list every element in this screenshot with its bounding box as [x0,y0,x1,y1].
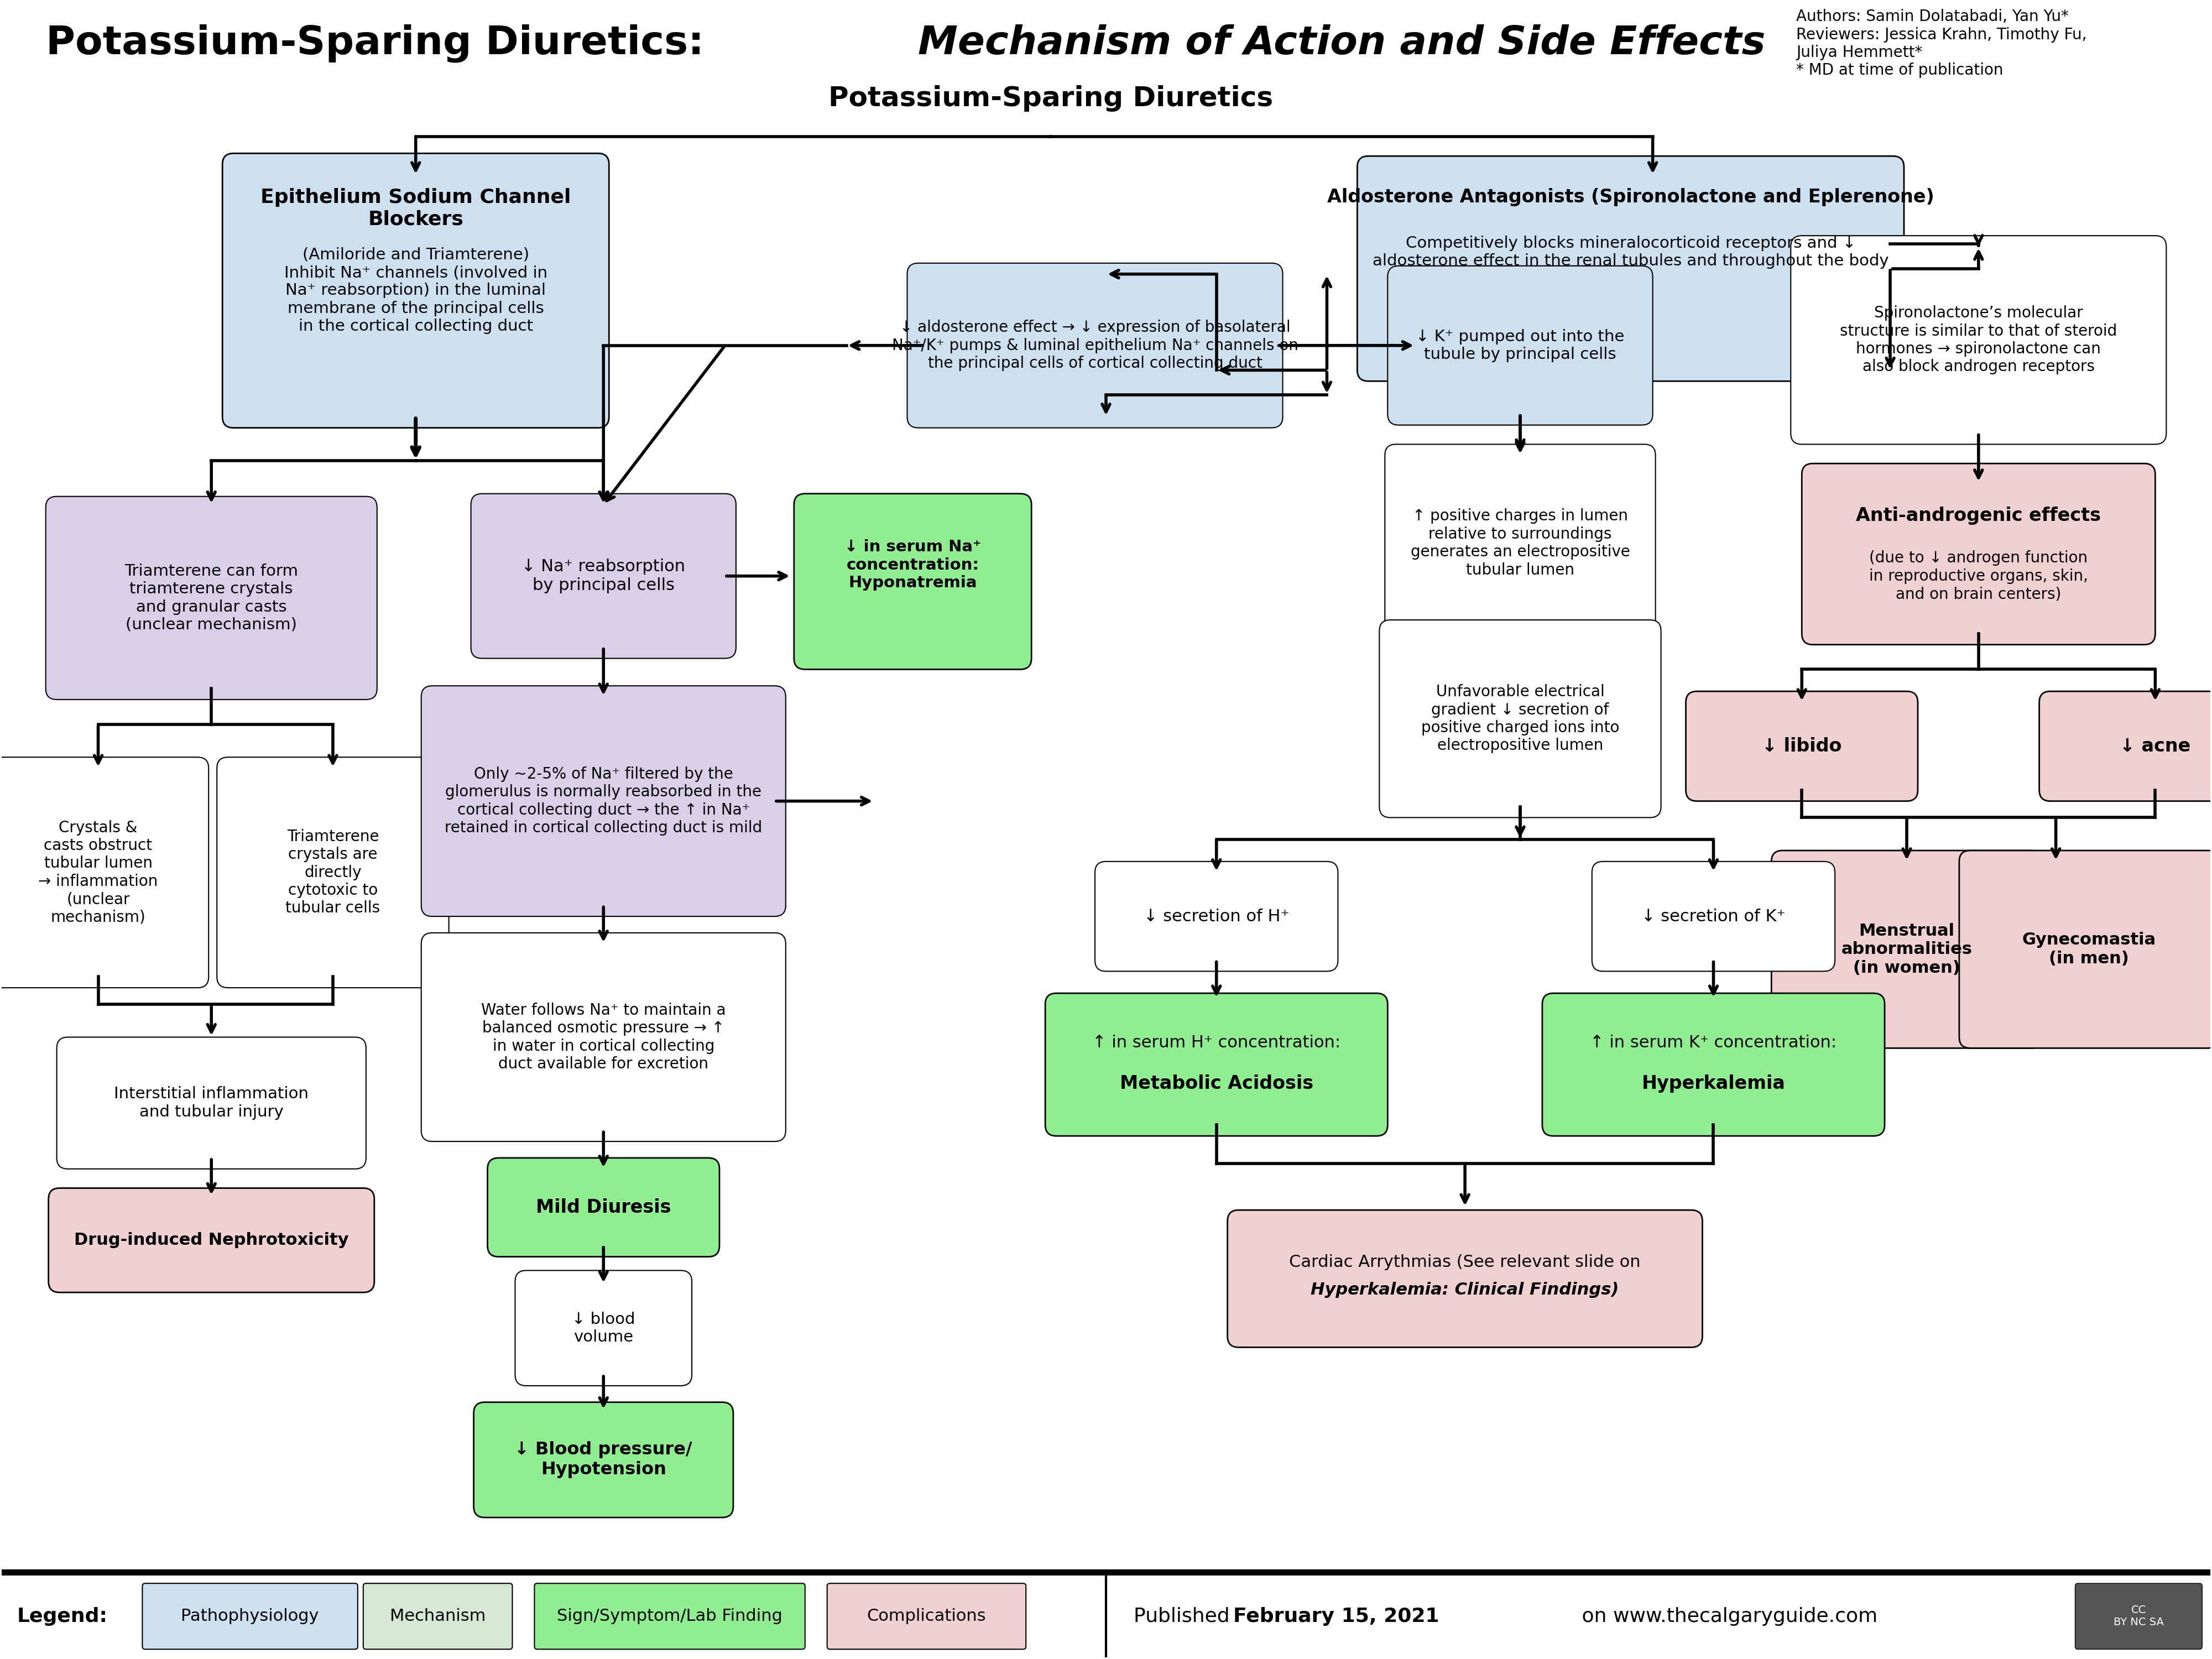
FancyBboxPatch shape [2075,1583,2203,1649]
FancyBboxPatch shape [535,1583,805,1649]
FancyBboxPatch shape [1593,861,1836,971]
FancyBboxPatch shape [1046,994,1387,1136]
Text: on www.thecalgaryguide.com: on www.thecalgaryguide.com [1575,1608,1878,1626]
FancyBboxPatch shape [471,494,737,659]
FancyBboxPatch shape [1542,994,1885,1136]
FancyBboxPatch shape [1792,236,2166,445]
Text: ↓ blood
volume: ↓ blood volume [573,1311,635,1345]
Text: Pathophysiology: Pathophysiology [181,1608,319,1624]
Text: ↓ Na⁺ reabsorption
by principal cells: ↓ Na⁺ reabsorption by principal cells [522,559,686,594]
FancyBboxPatch shape [1095,861,1338,971]
Text: Drug-induced Nephrotoxicity: Drug-induced Nephrotoxicity [73,1233,349,1248]
Text: ↓ in serum Na⁺
concentration:
Hyponatremia: ↓ in serum Na⁺ concentration: Hyponatrem… [845,539,982,591]
Text: CC
BY NC SA: CC BY NC SA [2112,1604,2163,1627]
FancyBboxPatch shape [0,757,208,987]
FancyBboxPatch shape [1385,445,1655,642]
FancyBboxPatch shape [487,1158,719,1258]
Text: Legend:: Legend: [18,1608,108,1626]
FancyBboxPatch shape [1803,463,2154,645]
Text: ↑ in serum H⁺ concentration:: ↑ in serum H⁺ concentration: [1093,1035,1340,1050]
Text: Triamterene
crystals are
directly
cytotoxic to
tubular cells: Triamterene crystals are directly cytoto… [285,830,380,916]
FancyBboxPatch shape [515,1271,692,1385]
Text: ↓ Blood pressure/
Hypotension: ↓ Blood pressure/ Hypotension [515,1442,692,1478]
FancyBboxPatch shape [420,685,785,916]
Text: ↓ secretion of K⁺: ↓ secretion of K⁺ [1641,909,1785,924]
FancyBboxPatch shape [217,757,449,987]
Text: ↓ aldosterone effect → ↓ expression of basolateral
Na⁺/K⁺ pumps & luminal epithe: ↓ aldosterone effect → ↓ expression of b… [891,320,1298,372]
Text: Competitively blocks mineralocorticoid receptors and ↓
aldosterone effect in the: Competitively blocks mineralocorticoid r… [1371,236,1889,269]
FancyBboxPatch shape [1228,1209,1703,1347]
Text: Metabolic Acidosis: Metabolic Acidosis [1119,1075,1314,1093]
FancyBboxPatch shape [1686,692,1918,801]
FancyBboxPatch shape [827,1583,1026,1649]
Text: Epithelium Sodium Channel
Blockers: Epithelium Sodium Channel Blockers [261,187,571,229]
FancyBboxPatch shape [363,1583,513,1649]
FancyBboxPatch shape [1960,851,2212,1048]
Text: Mechanism: Mechanism [389,1608,487,1624]
Text: Triamterene can form
triamterene crystals
and granular casts
(unclear mechanism): Triamterene can form triamterene crystal… [124,564,299,632]
Text: Unfavorable electrical
gradient ↓ secretion of
positive charged ions into
electr: Unfavorable electrical gradient ↓ secret… [1420,684,1619,753]
FancyBboxPatch shape [1380,620,1661,818]
Text: Aldosterone Antagonists (Spironolactone and Eplerenone): Aldosterone Antagonists (Spironolactone … [1327,187,1933,206]
Text: Authors: Samin Dolatabadi, Yan Yu*
Reviewers: Jessica Krahn, Timothy Fu,
Juliya : Authors: Samin Dolatabadi, Yan Yu* Revie… [1796,8,2086,78]
Text: Complications: Complications [867,1608,987,1624]
Text: Cardiac Arrythmias (See relevant slide on: Cardiac Arrythmias (See relevant slide o… [1290,1254,1641,1271]
Text: Sign/Symptom/Lab Finding: Sign/Symptom/Lab Finding [557,1608,783,1624]
Text: ↓ acne: ↓ acne [2119,737,2190,755]
FancyBboxPatch shape [1358,156,1905,382]
FancyBboxPatch shape [2039,692,2212,801]
FancyBboxPatch shape [473,1402,732,1518]
Text: ↑ in serum K⁺ concentration:: ↑ in serum K⁺ concentration: [1590,1035,1836,1050]
Text: Hyperkalemia: Clinical Findings): Hyperkalemia: Clinical Findings) [1312,1282,1619,1297]
Text: Published: Published [1133,1608,1237,1626]
FancyBboxPatch shape [58,1037,365,1170]
Text: Hyperkalemia: Hyperkalemia [1641,1075,1785,1093]
Text: Mild Diuresis: Mild Diuresis [535,1198,670,1216]
Text: (Amiloride and Triamterene)
Inhibit Na⁺ channels (involved in
Na⁺ reabsorption) : (Amiloride and Triamterene) Inhibit Na⁺ … [283,247,546,333]
Text: ↑ positive charges in lumen
relative to surroundings
generates an electropositiv: ↑ positive charges in lumen relative to … [1411,508,1630,577]
Text: Gynecomastia
(in men): Gynecomastia (in men) [2022,932,2157,967]
FancyBboxPatch shape [1387,265,1652,425]
Text: ↓ secretion of H⁺: ↓ secretion of H⁺ [1144,909,1290,924]
Text: Mechanism of Action and Side Effects: Mechanism of Action and Side Effects [918,25,1765,63]
Text: Only ~2-5% of Na⁺ filtered by the
glomerulus is normally reabsorbed in the
corti: Only ~2-5% of Na⁺ filtered by the glomer… [445,766,763,836]
Text: Anti-androgenic effects: Anti-androgenic effects [1856,506,2101,524]
Text: Crystals &
casts obstruct
tubular lumen
→ inflammation
(unclear
mechanism): Crystals & casts obstruct tubular lumen … [38,820,157,926]
Text: (due to ↓ androgen function
in reproductive organs, skin,
and on brain centers): (due to ↓ androgen function in reproduct… [1869,551,2088,602]
FancyBboxPatch shape [223,153,608,428]
FancyBboxPatch shape [907,264,1283,428]
Text: Interstitial inflammation
and tubular injury: Interstitial inflammation and tubular in… [115,1087,310,1120]
Text: Menstrual
abnormalities
(in women): Menstrual abnormalities (in women) [1840,922,1973,975]
FancyBboxPatch shape [142,1583,358,1649]
FancyBboxPatch shape [46,496,376,700]
Text: ↓ libido: ↓ libido [1763,737,1843,755]
FancyBboxPatch shape [420,932,785,1141]
Text: February 15, 2021: February 15, 2021 [1232,1608,1440,1626]
FancyBboxPatch shape [49,1188,374,1292]
Text: Spironolactone’s molecular
structure is similar to that of steroid
hormones → sp: Spironolactone’s molecular structure is … [1840,305,2117,375]
FancyBboxPatch shape [1772,851,2042,1048]
Text: Water follows Na⁺ to maintain a
balanced osmotic pressure → ↑
in water in cortic: Water follows Na⁺ to maintain a balanced… [480,1002,726,1072]
Text: ↓ K⁺ pumped out into the
tubule by principal cells: ↓ K⁺ pumped out into the tubule by princ… [1416,328,1624,362]
Text: Potassium-Sparing Diuretics: Potassium-Sparing Diuretics [830,85,1274,111]
Text: Potassium-Sparing Diuretics:: Potassium-Sparing Diuretics: [46,25,717,63]
FancyBboxPatch shape [794,494,1031,669]
